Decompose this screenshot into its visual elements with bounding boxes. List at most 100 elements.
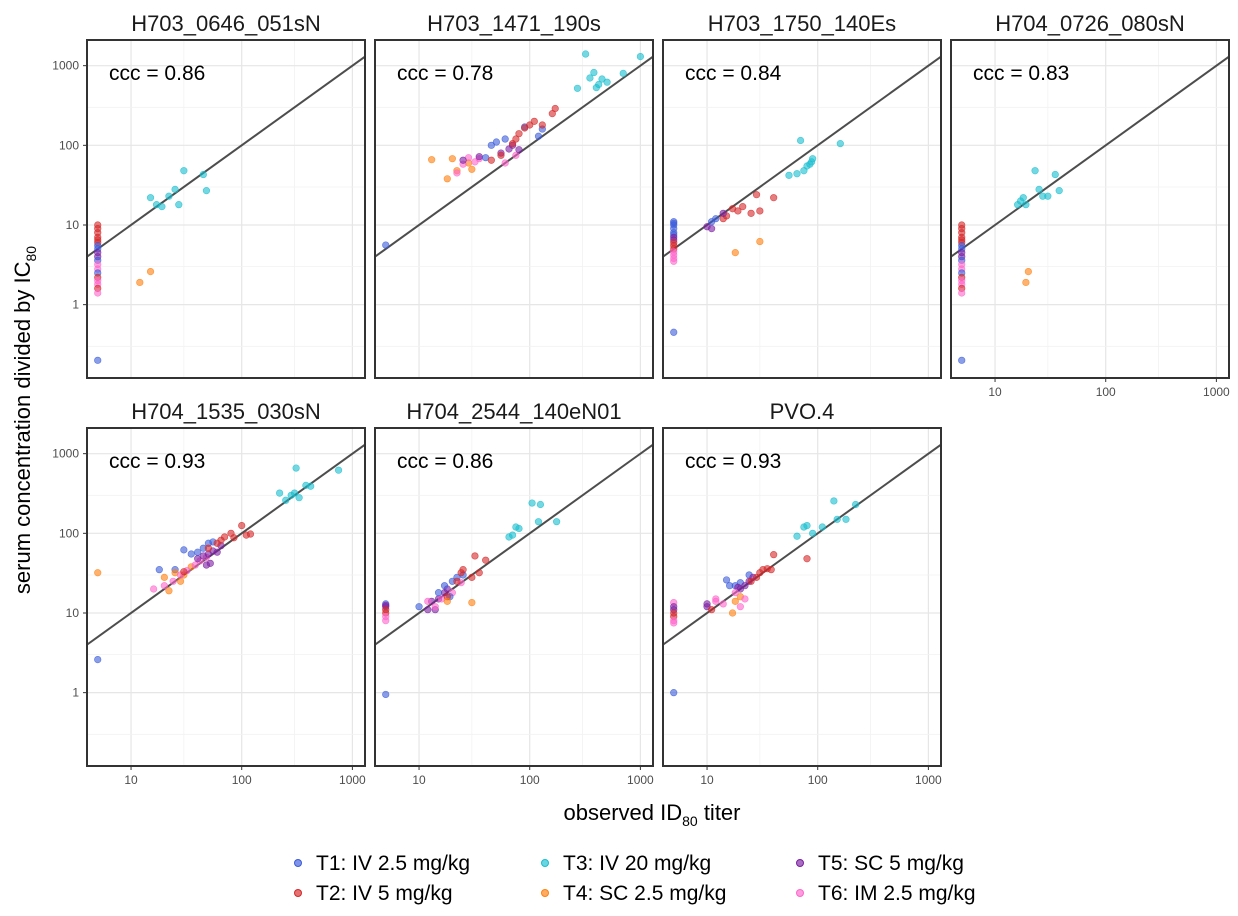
data-point-t1 [94, 655, 102, 664]
data-point-t3 [636, 52, 644, 61]
x-tick-label: 1000 [627, 773, 654, 787]
data-point-t3 [598, 75, 606, 83]
x-axis-title-main: observed ID [564, 800, 683, 825]
data-point-t4 [448, 155, 456, 163]
legend-label: T2: IV 5 mg/kg [316, 882, 453, 905]
data-point-t6 [736, 603, 744, 611]
data-point-t3 [528, 499, 536, 507]
panel-marks [87, 55, 365, 364]
data-point-t3 [158, 203, 166, 211]
data-point-t2 [551, 104, 559, 113]
data-point-t4 [443, 597, 451, 605]
data-point-t6 [453, 169, 461, 177]
data-point-t1 [187, 550, 195, 558]
x-axis-title: observed ID80 titer [564, 800, 741, 829]
ccc-annotation: ccc = 0.86 [109, 62, 205, 85]
data-point-t3 [553, 518, 561, 526]
x-tick-label: 10 [412, 773, 426, 787]
data-point-t3 [307, 482, 315, 490]
panel-title: H703_0646_051sN [131, 11, 321, 36]
data-point-t2 [475, 569, 483, 577]
data-point-t6 [160, 582, 168, 590]
data-point-t3 [803, 522, 811, 530]
data-point-t6 [150, 585, 158, 593]
data-point-t3 [199, 170, 207, 179]
data-point-t5 [741, 582, 749, 590]
legend-swatch [796, 859, 804, 867]
panel-border [86, 427, 366, 767]
data-point-t4 [1022, 278, 1030, 287]
data-point-t6 [712, 595, 720, 603]
data-point-t3 [1051, 170, 1059, 179]
data-point-t2 [180, 568, 188, 576]
panel-title: H703_1750_140Es [708, 11, 896, 36]
data-point-t2 [747, 209, 755, 217]
panel-title: H704_0726_080sN [995, 11, 1185, 36]
panel-title: H703_1471_190s [427, 11, 601, 36]
panel-background [375, 40, 653, 378]
data-point-t1 [712, 215, 720, 223]
data-point-t5 [515, 146, 523, 154]
panel-border [662, 427, 942, 767]
data-point-t3 [586, 74, 594, 82]
data-point-t4 [1024, 267, 1032, 276]
data-point-t4 [160, 573, 168, 581]
data-point-t4 [136, 278, 144, 287]
x-tick-label: 10 [988, 385, 1002, 399]
ccc-annotation: ccc = 0.83 [973, 62, 1069, 85]
panel-border [662, 39, 942, 379]
data-point-t3 [785, 171, 793, 179]
x-tick-label: 10 [700, 773, 714, 787]
data-point-t5 [424, 606, 432, 614]
legend: T1: IV 2.5 mg/kg T3: IV 20 mg/kg T5: SC 5 … [294, 852, 976, 905]
data-point-t3 [818, 523, 826, 531]
data-point-t1 [440, 582, 449, 590]
data-point-t3 [276, 489, 284, 497]
data-point-t2 [803, 555, 811, 563]
legend-label: T4: SC 2.5 mg/kg [563, 882, 726, 905]
data-point-t3 [295, 494, 303, 502]
y-axis-title-main: serum concentration divided by IC [10, 261, 35, 594]
panel-grid [951, 40, 1229, 378]
panel-border [374, 39, 654, 379]
legend-entry-t1: T1: IV 2.5 mg/kg [294, 852, 470, 875]
ccc-annotation: ccc = 0.78 [397, 62, 493, 85]
data-point-t2 [497, 151, 505, 159]
data-point-t5 [213, 548, 221, 556]
data-point-t4 [146, 267, 155, 276]
data-point-t6 [719, 600, 727, 608]
data-point-t2 [739, 203, 747, 211]
data-point-t1 [670, 689, 678, 697]
data-point-t6 [431, 603, 439, 611]
x-tick-label: 100 [520, 773, 540, 787]
data-point-t5 [475, 153, 483, 161]
panel-grid [87, 428, 365, 766]
data-point-t3 [1035, 185, 1043, 193]
panel-grid [663, 428, 941, 766]
data-point-t6 [169, 577, 177, 585]
data-point-t4 [443, 175, 451, 183]
data-point-t1 [382, 690, 390, 699]
legend-label: T3: IV 20 mg/kg [563, 852, 711, 875]
y-tick-label: 1 [72, 686, 79, 700]
ccc-annotation: ccc = 0.93 [685, 450, 781, 473]
data-point-t6 [191, 561, 199, 569]
data-point-t3 [282, 496, 290, 504]
data-point-t3 [592, 84, 600, 92]
x-tick-label: 100 [808, 773, 828, 787]
data-point-t3 [852, 500, 860, 509]
panel-grid [375, 40, 653, 378]
data-point-t3 [619, 69, 627, 77]
y-axis-title-subscript: 80 [23, 246, 39, 262]
data-point-t1 [194, 548, 202, 556]
data-point-t3 [830, 497, 838, 505]
data-point-t3 [534, 518, 543, 526]
data-point-t6 [501, 159, 509, 167]
data-point-t2 [220, 533, 229, 541]
panel-title: H704_1535_030sN [131, 399, 321, 424]
